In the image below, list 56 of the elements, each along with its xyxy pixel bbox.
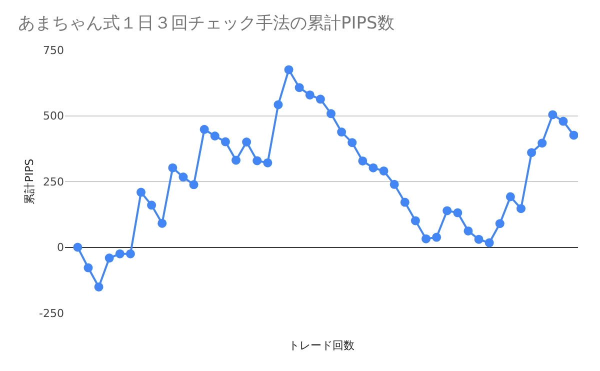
point <box>274 100 283 110</box>
point <box>242 138 252 147</box>
point <box>337 128 346 137</box>
x-axis-title: トレード回数 <box>288 339 354 352</box>
point <box>368 163 378 172</box>
point <box>210 132 220 140</box>
y-tick-label: 750 <box>43 44 64 57</box>
point <box>390 180 399 189</box>
y-tick-label: 500 <box>43 110 64 123</box>
point <box>263 158 272 168</box>
point <box>232 156 240 165</box>
point <box>189 180 198 190</box>
point <box>94 282 104 292</box>
point <box>484 238 494 248</box>
point <box>474 234 484 244</box>
point <box>538 138 547 148</box>
point <box>294 83 304 92</box>
point <box>464 226 473 236</box>
point <box>200 124 209 134</box>
point <box>326 109 336 118</box>
point <box>178 172 188 182</box>
point <box>136 188 146 197</box>
point <box>527 148 536 158</box>
point <box>147 200 156 210</box>
point <box>84 263 93 272</box>
point <box>569 130 578 140</box>
point <box>495 219 504 228</box>
point <box>104 254 114 263</box>
point <box>305 90 314 100</box>
point <box>400 198 410 207</box>
point <box>548 110 558 120</box>
point <box>348 138 357 148</box>
chart-title: あまちゃん式１日３回チェック手法の累計PIPS数 <box>18 14 394 34</box>
point <box>73 242 82 252</box>
point <box>168 163 178 172</box>
y-tick-label: 250 <box>43 175 64 188</box>
point <box>558 116 568 126</box>
point <box>410 216 420 226</box>
point <box>284 65 294 74</box>
point <box>516 204 526 214</box>
point <box>442 206 452 216</box>
y-tick-label: 0 <box>57 241 64 254</box>
point <box>126 249 135 258</box>
y-tick-label: -250 <box>39 306 64 320</box>
point <box>432 232 442 242</box>
y-axis-title: 累計PIPS <box>23 158 36 204</box>
point <box>220 137 230 146</box>
point <box>316 94 325 104</box>
point <box>252 156 262 166</box>
point <box>506 192 515 202</box>
point <box>422 234 430 244</box>
point <box>358 156 368 166</box>
point <box>379 166 388 176</box>
point <box>158 218 167 228</box>
point <box>115 249 124 258</box>
point <box>453 208 462 218</box>
